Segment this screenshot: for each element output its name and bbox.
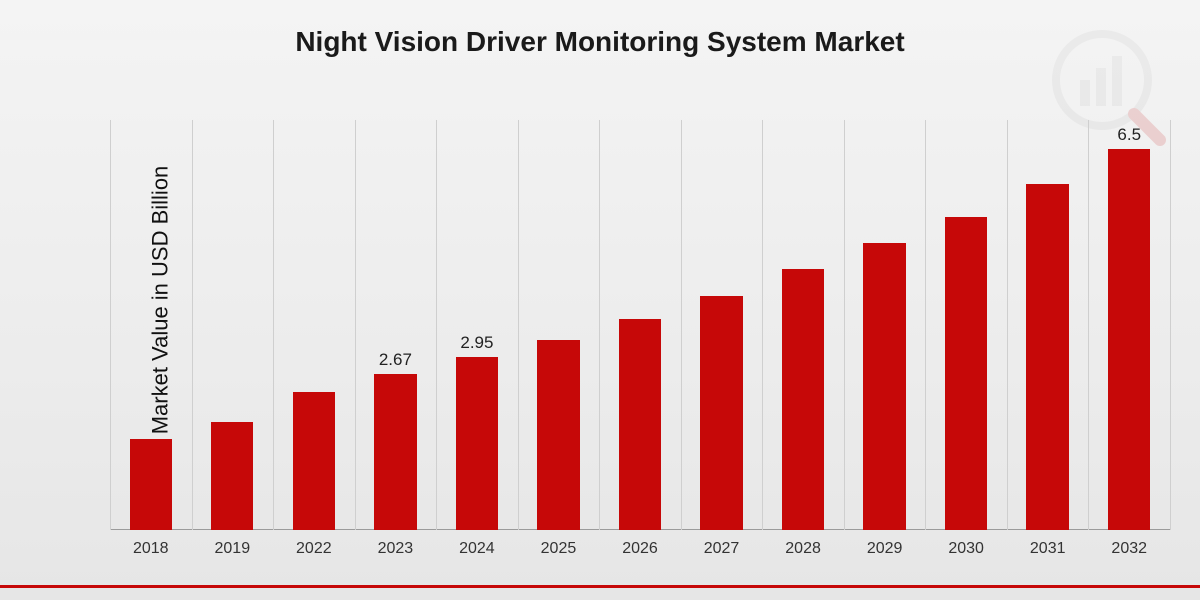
- x-tick-label: 2031: [1007, 540, 1089, 558]
- x-tick-label: 2028: [762, 540, 844, 558]
- x-tick-label: 2029: [844, 540, 926, 558]
- bar: [1026, 184, 1068, 530]
- plot-area: 2018201920222.6720232.952024202520262027…: [110, 120, 1170, 530]
- gridline: [599, 120, 600, 530]
- chart-canvas: Night Vision Driver Monitoring System Ma…: [0, 0, 1200, 600]
- x-tick-label: 2027: [681, 540, 763, 558]
- gridline: [355, 120, 356, 530]
- gridline: [110, 120, 111, 530]
- bar: [130, 439, 172, 530]
- bar: [782, 269, 824, 530]
- bar-value-label: 2.95: [456, 333, 498, 353]
- bar: [293, 392, 335, 530]
- gridline: [844, 120, 845, 530]
- gridline: [518, 120, 519, 530]
- gridline: [436, 120, 437, 530]
- bar: 6.5: [1108, 149, 1150, 530]
- x-tick-label: 2022: [273, 540, 355, 558]
- chart-title: Night Vision Driver Monitoring System Ma…: [0, 26, 1200, 58]
- gridline: [681, 120, 682, 530]
- bar: [619, 319, 661, 530]
- gridline: [1088, 120, 1089, 530]
- gridline: [1170, 120, 1171, 530]
- bar: 2.67: [374, 374, 416, 530]
- x-tick-label: 2023: [355, 540, 437, 558]
- x-tick-label: 2024: [436, 540, 518, 558]
- gridline: [925, 120, 926, 530]
- bar: [863, 243, 905, 530]
- x-tick-label: 2026: [599, 540, 681, 558]
- bar: [945, 217, 987, 530]
- bar: 2.95: [456, 357, 498, 530]
- bar: [537, 340, 579, 530]
- bar-value-label: 6.5: [1108, 125, 1150, 145]
- gridline: [192, 120, 193, 530]
- gridline: [762, 120, 763, 530]
- bar: [700, 296, 742, 530]
- gridline: [1007, 120, 1008, 530]
- bar: [211, 422, 253, 530]
- footer-accent-line: [0, 585, 1200, 588]
- x-tick-label: 2025: [518, 540, 600, 558]
- gridline: [273, 120, 274, 530]
- x-tick-label: 2032: [1088, 540, 1170, 558]
- x-tick-label: 2019: [192, 540, 274, 558]
- bar-value-label: 2.67: [374, 350, 416, 370]
- x-tick-label: 2018: [110, 540, 192, 558]
- x-tick-label: 2030: [925, 540, 1007, 558]
